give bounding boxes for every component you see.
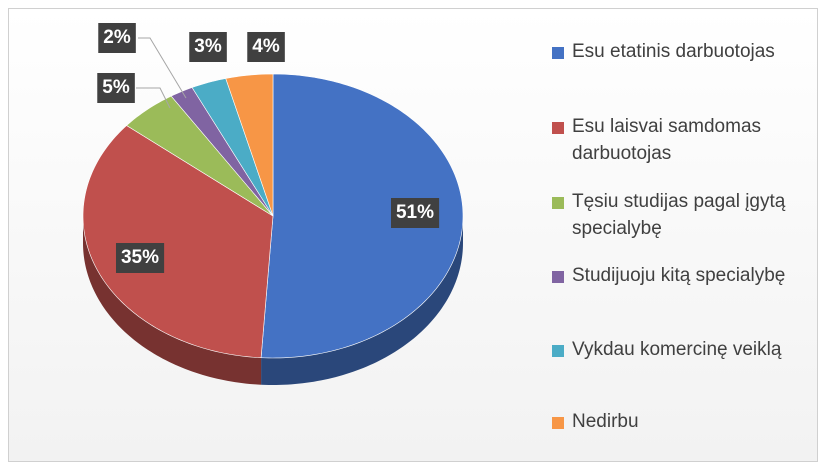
legend-swatch: [552, 122, 564, 134]
slice-side: [261, 216, 463, 385]
data-label-box: [390, 198, 440, 228]
legend-swatch: [552, 271, 564, 283]
data-label: 35%: [115, 243, 165, 273]
slice: [260, 73, 464, 359]
legend-label: Studijuoju kitą specialybę: [572, 265, 786, 286]
data-label-box: [98, 23, 136, 53]
slice: [170, 87, 274, 217]
legend-swatch: [552, 417, 564, 429]
data-label: 3%: [189, 32, 227, 62]
legend-item: Nedirbu: [552, 408, 825, 435]
data-label-box: [189, 32, 227, 62]
slice-side: [83, 216, 262, 385]
data-label: 5%: [97, 73, 135, 103]
legend-swatch: [552, 345, 564, 357]
legend-swatch: [552, 47, 564, 59]
legend-swatch: [552, 197, 564, 209]
data-label-text: 2%: [103, 27, 131, 48]
data-label-box: [247, 32, 285, 62]
slice: [191, 78, 274, 217]
data-label: 4%: [247, 32, 285, 62]
legend-label: Vykdau komercinę veiklą: [572, 339, 782, 360]
legend-item: Studijuoju kitą specialybę: [552, 262, 825, 289]
data-label-text: 51%: [396, 202, 434, 223]
leader-line: [136, 87, 171, 109]
slice: [126, 95, 274, 217]
legend-label: Esu etatinis darbuotojas: [572, 41, 775, 62]
slice: [225, 73, 274, 217]
data-label-text: 5%: [102, 77, 130, 98]
legend-label: Nedirbu: [572, 411, 639, 432]
legend-label: Esu laisvai samdomas darbuotojas: [572, 116, 762, 164]
legend-item: Vykdau komercinę veiklą: [552, 336, 825, 363]
legend-label: Tęsiu studijas pagal įgytą specialybę: [572, 191, 786, 239]
data-label: 2%: [98, 23, 136, 53]
data-label-text: 3%: [194, 36, 222, 57]
leader-line: [138, 37, 187, 99]
data-label-box: [115, 243, 165, 273]
data-label-box: [97, 73, 135, 103]
slice: [82, 125, 274, 359]
legend-item: Esu laisvai samdomas darbuotojas: [552, 113, 825, 167]
data-label: 51%: [390, 198, 440, 228]
data-label-text: 4%: [252, 36, 280, 57]
data-label-text: 35%: [121, 247, 159, 268]
legend-item: Esu etatinis darbuotojas: [552, 38, 825, 65]
legend-item: Tęsiu studijas pagal įgytą specialybę: [552, 188, 825, 242]
